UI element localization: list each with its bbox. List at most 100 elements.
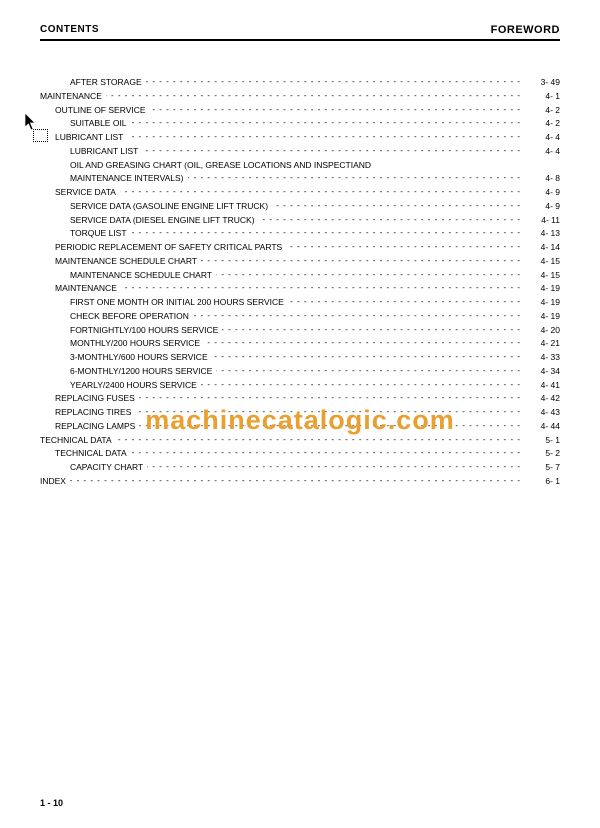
toc-label: REPLACING TIRES	[55, 406, 131, 419]
toc-leader	[193, 310, 521, 319]
toc-leader	[121, 282, 521, 291]
toc-label: 6-MONTHLY/1200 HOURS SERVICE	[70, 365, 212, 378]
toc-leader	[131, 117, 521, 126]
toc-leader	[201, 379, 521, 388]
toc-label: TECHNICAL DATA	[55, 447, 127, 460]
toc-entry: MAINTENANCE4- 19	[55, 282, 560, 295]
toc-page: 3- 49	[525, 76, 560, 89]
toc-label: SERVICE DATA	[55, 186, 116, 199]
toc-label: MAINTENANCE INTERVALS)	[70, 172, 184, 185]
toc-leader	[131, 447, 521, 456]
toc-leader	[150, 104, 521, 113]
toc-entry: SERVICE DATA (DIESEL ENGINE LIFT TRUCK) 4…	[70, 214, 560, 227]
toc-entry: INDEX6- 1	[40, 475, 560, 488]
toc-label: REPLACING FUSES	[55, 392, 135, 405]
toc-page: 5- 1	[525, 434, 560, 447]
toc-label: CHECK BEFORE OPERATION	[70, 310, 189, 323]
toc-leader	[216, 365, 521, 374]
toc-entry: MAINTENANCE SCHEDULE CHART 4- 15	[55, 255, 560, 268]
toc-page: 4- 4	[525, 145, 560, 158]
toc-label: MAINTENANCE SCHEDULE CHART	[55, 255, 197, 268]
toc-leader	[135, 406, 521, 415]
toc-leader	[139, 392, 521, 401]
toc-entry: CHECK BEFORE OPERATION 4- 19	[70, 310, 560, 323]
toc-label: FORTNIGHTLY/100 HOURS SERVICE	[70, 324, 218, 337]
toc-leader	[222, 324, 521, 333]
toc-leader	[259, 214, 521, 223]
toc-label: TORQUE LIST	[70, 227, 127, 240]
toc-entry: FIRST ONE MONTH OR INITIAL 200 HOURS SER…	[70, 296, 560, 309]
toc-label: LUBRICANT LIST	[70, 145, 138, 158]
toc-page: 4- 33	[525, 351, 560, 364]
toc-entry: MAINTENANCE 4- 1	[40, 90, 560, 103]
toc-entry: MONTHLY/200 HOURS SERVICE4- 21	[70, 337, 560, 350]
toc-page: 4- 44	[525, 420, 560, 433]
toc-page: 4- 4	[525, 131, 560, 144]
toc-leader	[204, 337, 521, 346]
toc-entry: MAINTENANCE SCHEDULE CHART 4- 15	[70, 269, 560, 282]
toc-page: 4- 14	[525, 241, 560, 254]
toc-label: MONTHLY/200 HOURS SERVICE	[70, 337, 200, 350]
toc-leader	[286, 241, 521, 250]
toc-page: 4- 9	[525, 186, 560, 199]
toc-page: 4- 19	[525, 296, 560, 309]
toc-entry: FORTNIGHTLY/100 HOURS SERVICE4- 20	[70, 324, 560, 337]
toc-label: FIRST ONE MONTH OR INITIAL 200 HOURS SER…	[70, 296, 284, 309]
toc-entry: PERIODIC REPLACEMENT OF SAFETY CRITICAL …	[55, 241, 560, 254]
toc-label: SERVICE DATA (DIESEL ENGINE LIFT TRUCK)	[70, 214, 255, 227]
toc-leader	[288, 296, 521, 305]
toc-label: CAPACITY CHART	[70, 461, 143, 474]
toc-leader	[146, 76, 521, 85]
toc-leader	[131, 227, 521, 236]
toc-leader	[147, 461, 521, 470]
toc-page: 4- 1	[525, 90, 560, 103]
toc-entry: TECHNICAL DATA 5- 2	[55, 447, 560, 460]
toc-label: AFTER STORAGE	[70, 76, 142, 89]
toc-page: 4- 34	[525, 365, 560, 378]
toc-leader	[120, 186, 521, 195]
toc-label: 3-MONTHLY/600 HOURS SERVICE	[70, 351, 208, 364]
header-right: FOREWORD	[491, 24, 560, 36]
toc-leader	[70, 475, 521, 484]
toc-leader	[216, 269, 521, 278]
toc-label: REPLACING LAMPS	[55, 420, 135, 433]
toc-page: 4- 2	[525, 117, 560, 130]
page-header: CONTENTS FOREWORD	[40, 24, 560, 41]
toc-label: SERVICE DATA (GASOLINE ENGINE LIFT TRUCK…	[70, 200, 268, 213]
toc-entry: 6-MONTHLY/1200 HOURS SERVICE 4- 34	[70, 365, 560, 378]
toc-leader	[212, 351, 521, 360]
toc-entry: OIL AND GREASING CHART (OIL, GREASE LOCA…	[70, 159, 560, 172]
toc-entry: YEARLY/2400 HOURS SERVICE4- 41	[70, 379, 560, 392]
toc-leader	[142, 145, 521, 154]
toc-label: MAINTENANCE	[55, 282, 117, 295]
toc-entry: 3-MONTHLY/600 HOURS SERVICE 4- 33	[70, 351, 560, 364]
toc-entry: MAINTENANCE INTERVALS)4- 8	[70, 172, 560, 185]
toc-page: 4- 9	[525, 200, 560, 213]
toc-page: 4- 13	[525, 227, 560, 240]
toc-label: MAINTENANCE	[40, 90, 102, 103]
toc-leader	[127, 131, 521, 140]
toc-page: 4- 11	[525, 214, 560, 227]
toc-label: OUTLINE OF SERVICE	[55, 104, 146, 117]
toc-page: 4- 2	[525, 104, 560, 117]
toc-entry: OUTLINE OF SERVICE 4- 2	[55, 104, 560, 117]
toc-entry: REPLACING TIRES4- 43	[55, 406, 560, 419]
toc-label: MAINTENANCE SCHEDULE CHART	[70, 269, 212, 282]
toc-entry: LUBRICANT LIST 4- 4	[70, 145, 560, 158]
toc-leader	[116, 434, 521, 443]
toc-label: INDEX	[40, 475, 66, 488]
toc-label: YEARLY/2400 HOURS SERVICE	[70, 379, 197, 392]
toc-page: 5- 7	[525, 461, 560, 474]
toc-label: OIL AND GREASING CHART (OIL, GREASE LOCA…	[70, 160, 371, 170]
toc-page: 5- 2	[525, 447, 560, 460]
toc-page: 4- 15	[525, 255, 560, 268]
toc-entry: REPLACING FUSES4- 42	[55, 392, 560, 405]
toc-leader	[188, 172, 521, 181]
toc-page: 4- 19	[525, 310, 560, 323]
toc-leader	[201, 255, 521, 264]
toc-page: 4- 15	[525, 269, 560, 282]
cursor-icon	[25, 113, 39, 131]
page-number: 1 - 10	[40, 798, 63, 808]
toc-leader	[272, 200, 521, 209]
toc-leader	[106, 90, 521, 99]
